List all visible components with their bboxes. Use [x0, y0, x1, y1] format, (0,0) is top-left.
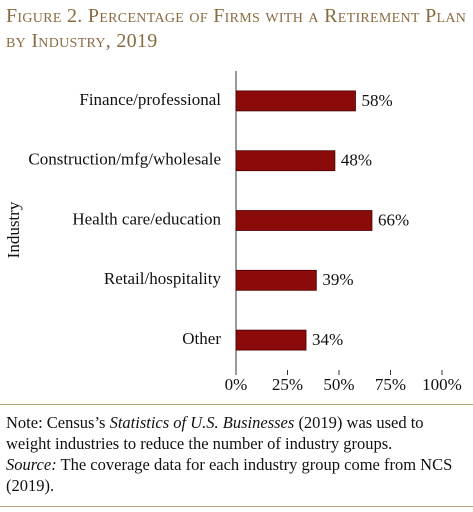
bar [235, 90, 356, 112]
value-label: 48% [341, 151, 372, 170]
note-text: (2019) was used to weight industries to … [6, 413, 424, 453]
note-italic: Statistics of U.S. Businesses [109, 413, 295, 432]
note: Note: Census’s Statistics of U.S. Busine… [6, 412, 468, 496]
x-tick-label: 25% [272, 375, 303, 394]
y-tick-label: Other [182, 329, 221, 348]
x-tick-label: 0% [225, 375, 248, 394]
note-text: Note: Census’s [6, 413, 110, 432]
x-tick-label: 75% [375, 375, 406, 394]
y-tick-label: Construction/mfg/wholesale [28, 150, 221, 169]
bar [235, 150, 336, 172]
bar [235, 210, 373, 231]
divider [0, 506, 473, 507]
y-axis-label: Industry [4, 201, 23, 258]
value-label: 66% [378, 210, 409, 229]
y-tick-label: Health care/education [72, 209, 221, 228]
value-label: 58% [361, 91, 392, 110]
bar [235, 329, 307, 351]
value-label: 34% [312, 330, 343, 349]
chart-title: Figure 2. Percentage of Firms with a Ret… [6, 5, 467, 52]
value-label: 39% [322, 270, 353, 289]
x-tick-label: 100% [422, 375, 462, 394]
source-text: The coverage data for each industry grou… [6, 455, 453, 495]
x-tick-label: 50% [323, 375, 354, 394]
bar [235, 269, 317, 291]
y-tick-label: Retail/hospitality [104, 269, 222, 288]
y-tick-label: Finance/professional [79, 90, 221, 109]
source-label: Source: [6, 455, 57, 474]
divider [0, 404, 473, 405]
